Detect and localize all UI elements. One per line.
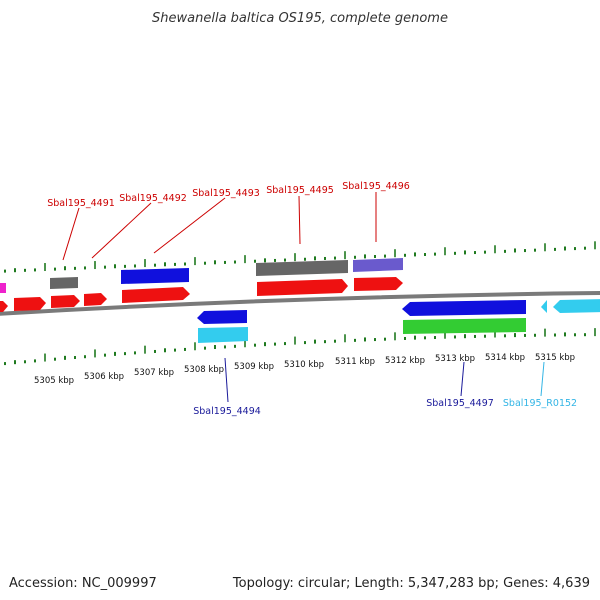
topology-text: Topology: circular; Length: 5,347,283 bp… <box>232 576 590 591</box>
genome-title: Shewanella baltica OS195, complete genom… <box>152 11 448 26</box>
kbp-label: 5314 kbp <box>485 353 525 363</box>
gene-leader-lines <box>62 192 545 403</box>
gene-label-4496: Sbal195_4496 <box>342 181 410 192</box>
leader-line <box>62 207 80 261</box>
gene-arrow-red <box>0 301 8 312</box>
gene-arrow-red <box>354 277 403 291</box>
leader-line <box>91 202 152 259</box>
tick-row-bottom <box>4 328 596 366</box>
genome-backbone <box>0 291 600 316</box>
gene-label-4497: Sbal195_4497 <box>426 398 494 409</box>
gene-cyan-bar <box>198 327 248 343</box>
tick-row-top <box>4 241 596 273</box>
kbp-label: 5307 kbp <box>134 368 174 378</box>
gene-arrow-cyan-r0152 <box>553 299 600 313</box>
gene-arrow-blue-4494 <box>197 310 247 324</box>
gene-arrow-red <box>51 295 80 308</box>
gene-arrow-cyan-small <box>541 300 547 313</box>
kbp-label: 5313 kbp <box>435 354 475 364</box>
kbp-label: 5315 kbp <box>535 353 575 363</box>
gene-magenta <box>0 283 6 293</box>
kbp-label: 5306 kbp <box>84 372 124 382</box>
kbp-label: 5310 kbp <box>284 360 324 370</box>
gene-label-4492: Sbal195_4492 <box>119 193 187 204</box>
gene-arrow-red <box>257 279 348 296</box>
leader-line <box>460 361 465 397</box>
leader-line <box>224 357 229 403</box>
gene-label-r0152: Sbal195_R0152 <box>503 398 577 409</box>
gene-arrow-red <box>14 297 46 311</box>
kbp-label: 5305 kbp <box>34 376 74 386</box>
kbp-label: 5312 kbp <box>385 356 425 366</box>
gene-label-4494: Sbal195_4494 <box>193 406 261 417</box>
gene-label-4495: Sbal195_4495 <box>266 185 334 196</box>
leader-line <box>540 361 545 397</box>
gene-arrow-red <box>84 293 107 306</box>
kbp-label: 5309 kbp <box>234 362 274 372</box>
gene-blue-upper <box>121 268 189 284</box>
gene-arrow-red <box>122 287 190 303</box>
accession-text: Accession: NC_009997 <box>9 576 157 591</box>
gene-purple-4496 <box>353 258 403 272</box>
leader-line <box>153 197 226 254</box>
kbp-label: 5311 kbp <box>335 357 375 367</box>
gene-gray-4495 <box>256 260 348 276</box>
gene-gray-4491 <box>50 277 78 289</box>
gene-green-bar <box>403 318 526 334</box>
gene-track-lower <box>197 299 600 343</box>
gene-track-forward <box>0 277 403 312</box>
gene-labels-bottom: Sbal195_4494 Sbal195_4497 Sbal195_R0152 <box>193 398 577 417</box>
leader-line <box>298 195 301 245</box>
gene-label-4491: Sbal195_4491 <box>47 198 115 209</box>
gene-labels-top: Sbal195_4491 Sbal195_4492 Sbal195_4493 S… <box>47 181 410 209</box>
gene-arrow-blue-4497 <box>402 300 526 316</box>
kbp-label: 5308 kbp <box>184 365 224 375</box>
gene-track-upper <box>0 258 403 293</box>
gene-label-4493: Sbal195_4493 <box>192 188 260 199</box>
kbp-label-row: 5305 kbp 5306 kbp 5307 kbp 5308 kbp 5309… <box>34 353 575 386</box>
